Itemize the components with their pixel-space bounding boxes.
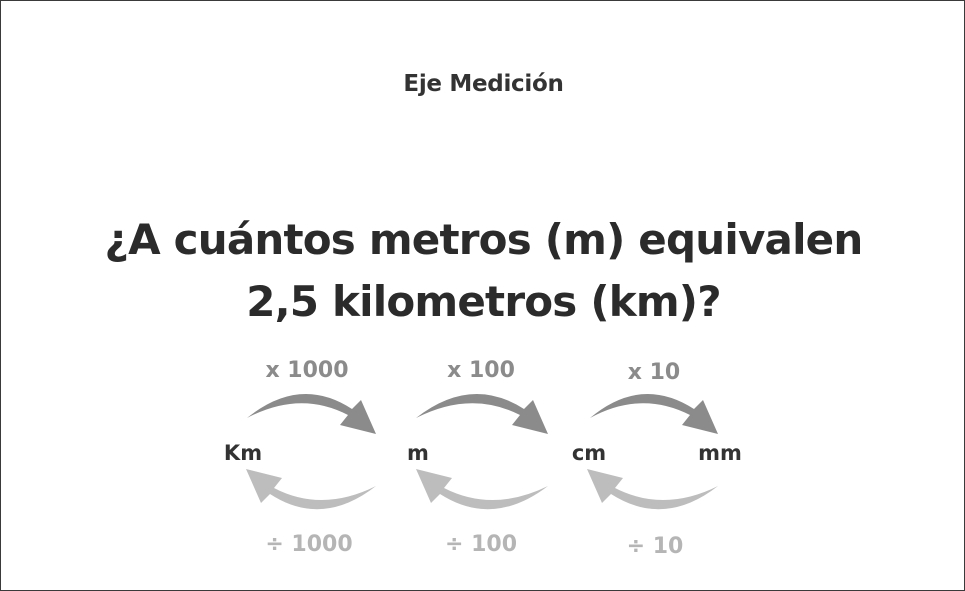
multiply-label-1000: x 1000 [265, 358, 348, 383]
unit-label-cm: cm [572, 441, 606, 465]
divide-label-10: ÷ 10 [627, 534, 684, 559]
question-line-2: 2,5 kilometros (km)? [246, 277, 721, 326]
multiply-arrow-m-to-cm [416, 393, 548, 434]
question-text: ¿A cuántos metros (m) equivalen 2,5 kilo… [1, 209, 965, 333]
unit-label-m: m [407, 441, 429, 465]
divide-arrow-cm-to-m [416, 469, 548, 510]
divide-label-100: ÷ 100 [445, 532, 517, 557]
multiply-arrow-km-to-m [247, 393, 376, 434]
divide-arrow-m-to-km [246, 469, 376, 510]
multiply-arrow-cm-to-mm [590, 393, 718, 434]
unit-label-km: Km [224, 441, 262, 465]
divide-label-1000: ÷ 1000 [265, 532, 352, 557]
multiply-label-10: x 10 [628, 360, 680, 385]
question-line-1: ¿A cuántos metros (m) equivalen [104, 215, 864, 264]
unit-label-mm: mm [698, 441, 742, 465]
multiply-label-100: x 100 [447, 358, 515, 383]
slide-eyebrow: Eje Medición [403, 71, 564, 97]
divide-arrow-mm-to-cm [587, 469, 718, 510]
